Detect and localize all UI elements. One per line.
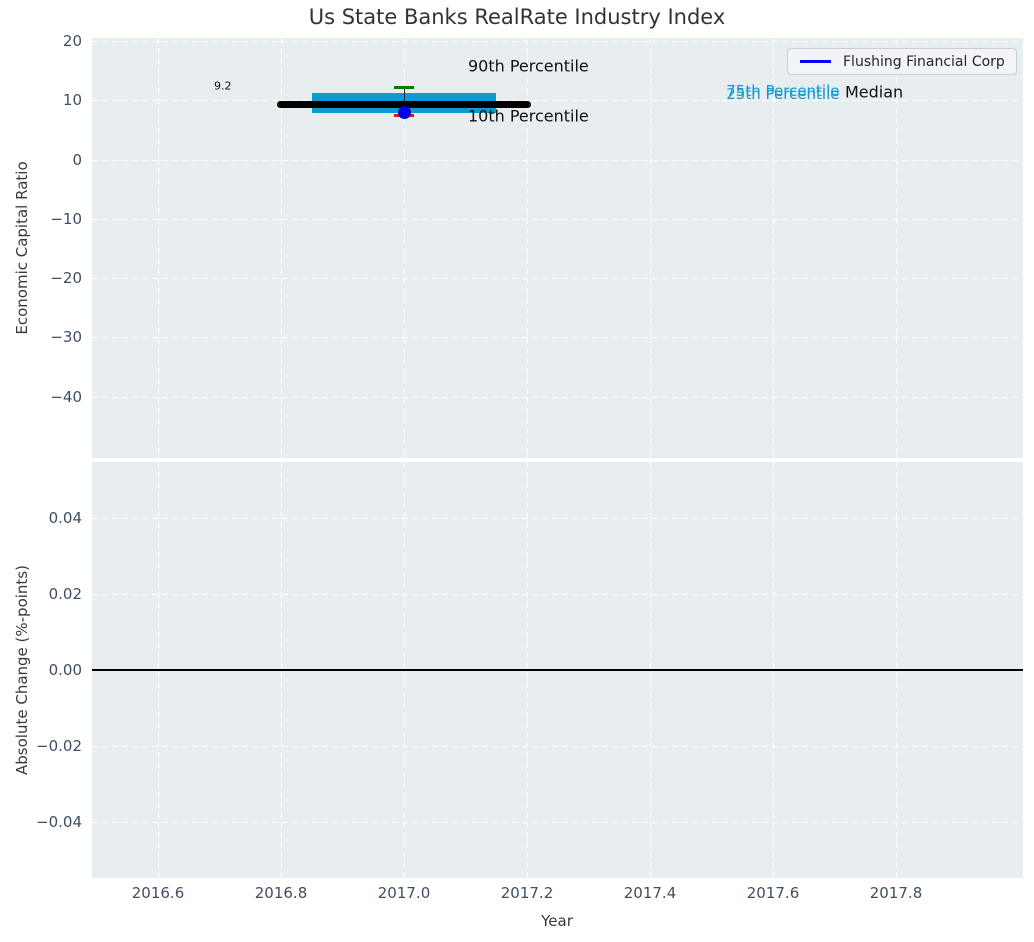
y-axis-label-bottom: Absolute Change (%-points) — [13, 565, 31, 775]
annotation-10th-percentile: 10th Percentile — [468, 106, 589, 125]
x-tick-label: 2017.2 — [501, 884, 554, 902]
y-tick-label-top: 20 — [63, 32, 82, 50]
gridline-horizontal — [92, 518, 1023, 519]
gridline-horizontal — [92, 746, 1023, 747]
gridline-horizontal — [92, 41, 1023, 42]
y-tick-label-top: 0 — [72, 151, 82, 169]
y-tick-label-bottom: −0.04 — [36, 813, 82, 831]
annotation-90th-percentile: 90th Percentile — [468, 56, 589, 75]
annotation-25th-percentile: 25th Percentile — [726, 85, 839, 103]
y-tick-label-top: −30 — [50, 328, 82, 346]
gridline-horizontal — [92, 160, 1023, 161]
x-tick-label: 2016.8 — [255, 884, 308, 902]
y-tick-label-bottom: 0.00 — [49, 661, 82, 679]
y-tick-label-bottom: −0.02 — [36, 737, 82, 755]
gridline-horizontal — [92, 337, 1023, 338]
legend-line-sample — [800, 60, 831, 63]
p90-cap — [394, 86, 414, 89]
gridline-horizontal — [92, 397, 1023, 398]
gridline-horizontal — [92, 594, 1023, 595]
y-tick-label-top: −10 — [50, 210, 82, 228]
bottom-axes-absolute-change — [92, 462, 1023, 878]
x-tick-label: 2017.6 — [747, 884, 800, 902]
x-tick-label: 2017.8 — [870, 884, 923, 902]
chart-title: Us State Banks RealRate Industry Index — [0, 5, 1034, 29]
y-axis-label-top: Economic Capital Ratio — [13, 161, 31, 334]
x-tick-label: 2016.6 — [132, 884, 185, 902]
y-tick-label-bottom: 0.04 — [49, 509, 82, 527]
company-data-point — [398, 106, 411, 119]
x-tick-label: 2017.4 — [624, 884, 677, 902]
gridline-horizontal — [92, 219, 1023, 220]
legend-label: Flushing Financial Corp — [843, 54, 1005, 70]
chart-figure: Us State Banks RealRate Industry Index E… — [0, 0, 1034, 942]
y-tick-label-top: −20 — [50, 269, 82, 287]
zero-line — [92, 669, 1023, 671]
y-tick-label-top: −40 — [50, 388, 82, 406]
annotation-9-2: 9.2 — [214, 79, 232, 92]
y-tick-label-top: 10 — [63, 91, 82, 109]
annotation-median: Median — [845, 82, 903, 101]
x-axis-label: Year — [541, 912, 573, 930]
x-tick-label: 2017.0 — [378, 884, 431, 902]
y-tick-label-bottom: 0.02 — [49, 585, 82, 603]
gridline-horizontal — [92, 278, 1023, 279]
legend: Flushing Financial Corp — [787, 48, 1017, 75]
gridline-horizontal — [92, 822, 1023, 823]
